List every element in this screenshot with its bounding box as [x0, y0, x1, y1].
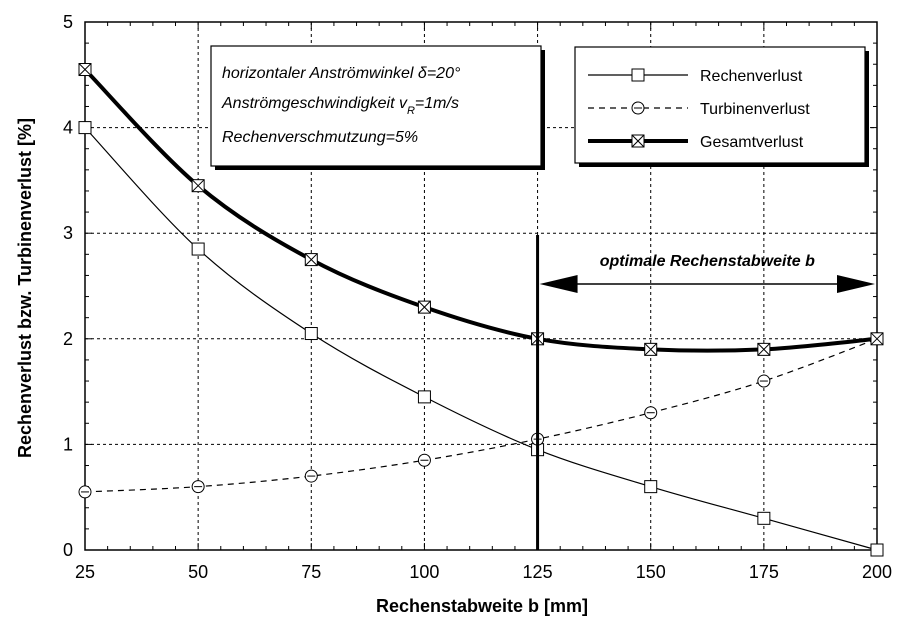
y-tick-label: 2	[63, 329, 73, 349]
data-point	[645, 407, 657, 419]
annotation-label: optimale Rechenstabweite b	[600, 253, 815, 270]
info-box-shadow-bottom	[215, 166, 545, 170]
x-tick-label: 75	[301, 562, 321, 582]
info-line-2-subscript: R	[407, 105, 415, 117]
series-turbinenverlust	[79, 333, 883, 498]
data-point	[645, 481, 657, 493]
legend-marker	[632, 135, 644, 147]
x-tick-label: 25	[75, 562, 95, 582]
data-point	[79, 64, 91, 76]
x-tick-label: 125	[523, 562, 553, 582]
data-point	[871, 544, 883, 556]
legend-shadow-right	[865, 51, 869, 167]
series-line	[85, 339, 877, 492]
x-tick-label: 100	[409, 562, 439, 582]
y-tick-labels: 0 1 2 3 4 5	[63, 12, 73, 560]
x-tick-labels: 25 50 75 100 125 150 175 200	[75, 562, 892, 582]
info-line-2-prefix: Anströmgeschwindigkeit v	[221, 95, 408, 112]
info-line-3: Rechenverschmutzung=5%	[222, 129, 418, 146]
info-line-1: horizontaler Anströmwinkel δ=20°	[222, 65, 461, 82]
legend-label: Rechenverlust	[700, 68, 803, 85]
annotation-arrowhead-left	[540, 275, 578, 293]
x-axis-label: Rechenstabweite b [mm]	[376, 596, 588, 616]
legend-marker	[632, 102, 644, 114]
y-tick-label: 1	[63, 434, 73, 454]
y-axis-label: Rechenverlust bzw. Turbinenverlust [%]	[15, 118, 35, 458]
data-point	[305, 254, 317, 266]
data-point	[758, 512, 770, 524]
legend-shadow-bottom	[579, 163, 869, 167]
data-point	[79, 486, 91, 498]
data-point	[871, 333, 883, 345]
data-point	[305, 470, 317, 482]
legend-label: Gesamtverlust	[700, 134, 804, 151]
info-line-2-suffix: =1m/s	[415, 95, 459, 112]
info-box-shadow-right	[541, 50, 545, 170]
data-point	[418, 301, 430, 313]
legend-marker	[632, 69, 644, 81]
info-box: horizontaler Anströmwinkel δ=20° Anström…	[211, 46, 545, 170]
data-point	[418, 391, 430, 403]
y-tick-label: 3	[63, 223, 73, 243]
x-tick-label: 200	[862, 562, 892, 582]
data-point	[192, 243, 204, 255]
data-point	[192, 180, 204, 192]
y-tick-label: 4	[63, 118, 73, 138]
legend: Rechenverlust Turbinenverlust Gesamtverlus…	[575, 47, 869, 167]
legend-label: Turbinenverlust	[700, 101, 810, 118]
annotation-arrowhead-right	[837, 275, 875, 293]
data-point	[758, 343, 770, 355]
y-tick-label: 0	[63, 540, 73, 560]
data-point	[758, 375, 770, 387]
y-tick-label: 5	[63, 12, 73, 32]
data-point	[79, 122, 91, 134]
data-point	[645, 343, 657, 355]
data-point	[418, 454, 430, 466]
x-tick-label: 175	[749, 562, 779, 582]
x-tick-label: 150	[636, 562, 666, 582]
x-tick-label: 50	[188, 562, 208, 582]
data-point	[192, 481, 204, 493]
data-point	[305, 328, 317, 340]
